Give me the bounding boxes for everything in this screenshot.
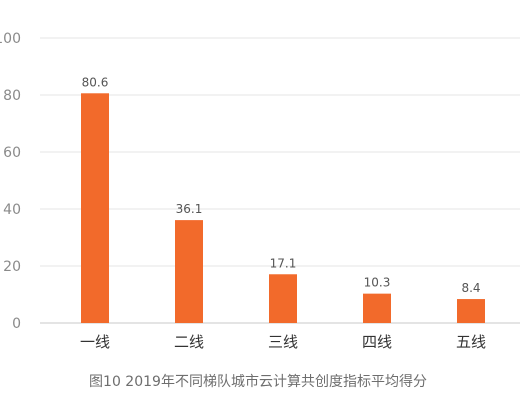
bar-tier-2	[175, 220, 203, 323]
value-label-tier-2: 36.1	[176, 202, 203, 216]
y-tick-label-40: 40	[3, 202, 21, 218]
y-tick-label-0: 0	[12, 316, 21, 332]
category-label-tier-2: 二线	[174, 333, 204, 351]
bar-tier-5	[457, 299, 485, 323]
category-label-tier-4: 四线	[362, 333, 392, 351]
bar-tier-1	[81, 93, 109, 323]
value-label-tier-3: 17.1	[270, 256, 297, 270]
bar-tier-3	[269, 274, 297, 323]
category-label-tier-3: 三线	[268, 333, 298, 351]
category-label-tier-5: 五线	[456, 333, 486, 351]
category-label-tier-1: 一线	[80, 333, 110, 351]
figure-caption: 图10 2019年不同梯队城市云计算共创度指标平均得分	[89, 373, 427, 390]
y-tick-label-60: 60	[3, 145, 21, 161]
value-label-tier-5: 8.4	[461, 281, 480, 295]
value-label-tier-4: 10.3	[364, 276, 391, 290]
y-tick-label-20: 20	[3, 259, 21, 275]
y-tick-label-100: 100	[0, 31, 21, 47]
y-tick-label-80: 80	[3, 88, 21, 104]
value-label-tier-1: 80.6	[82, 75, 109, 89]
bar-tier-4	[363, 293, 391, 323]
